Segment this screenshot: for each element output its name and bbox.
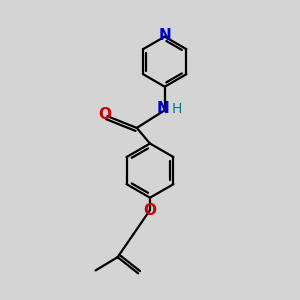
Text: H: H: [172, 102, 182, 116]
Text: N: N: [157, 101, 169, 116]
Text: O: O: [98, 107, 112, 122]
Text: N: N: [158, 28, 171, 43]
Text: O: O: [143, 202, 157, 217]
